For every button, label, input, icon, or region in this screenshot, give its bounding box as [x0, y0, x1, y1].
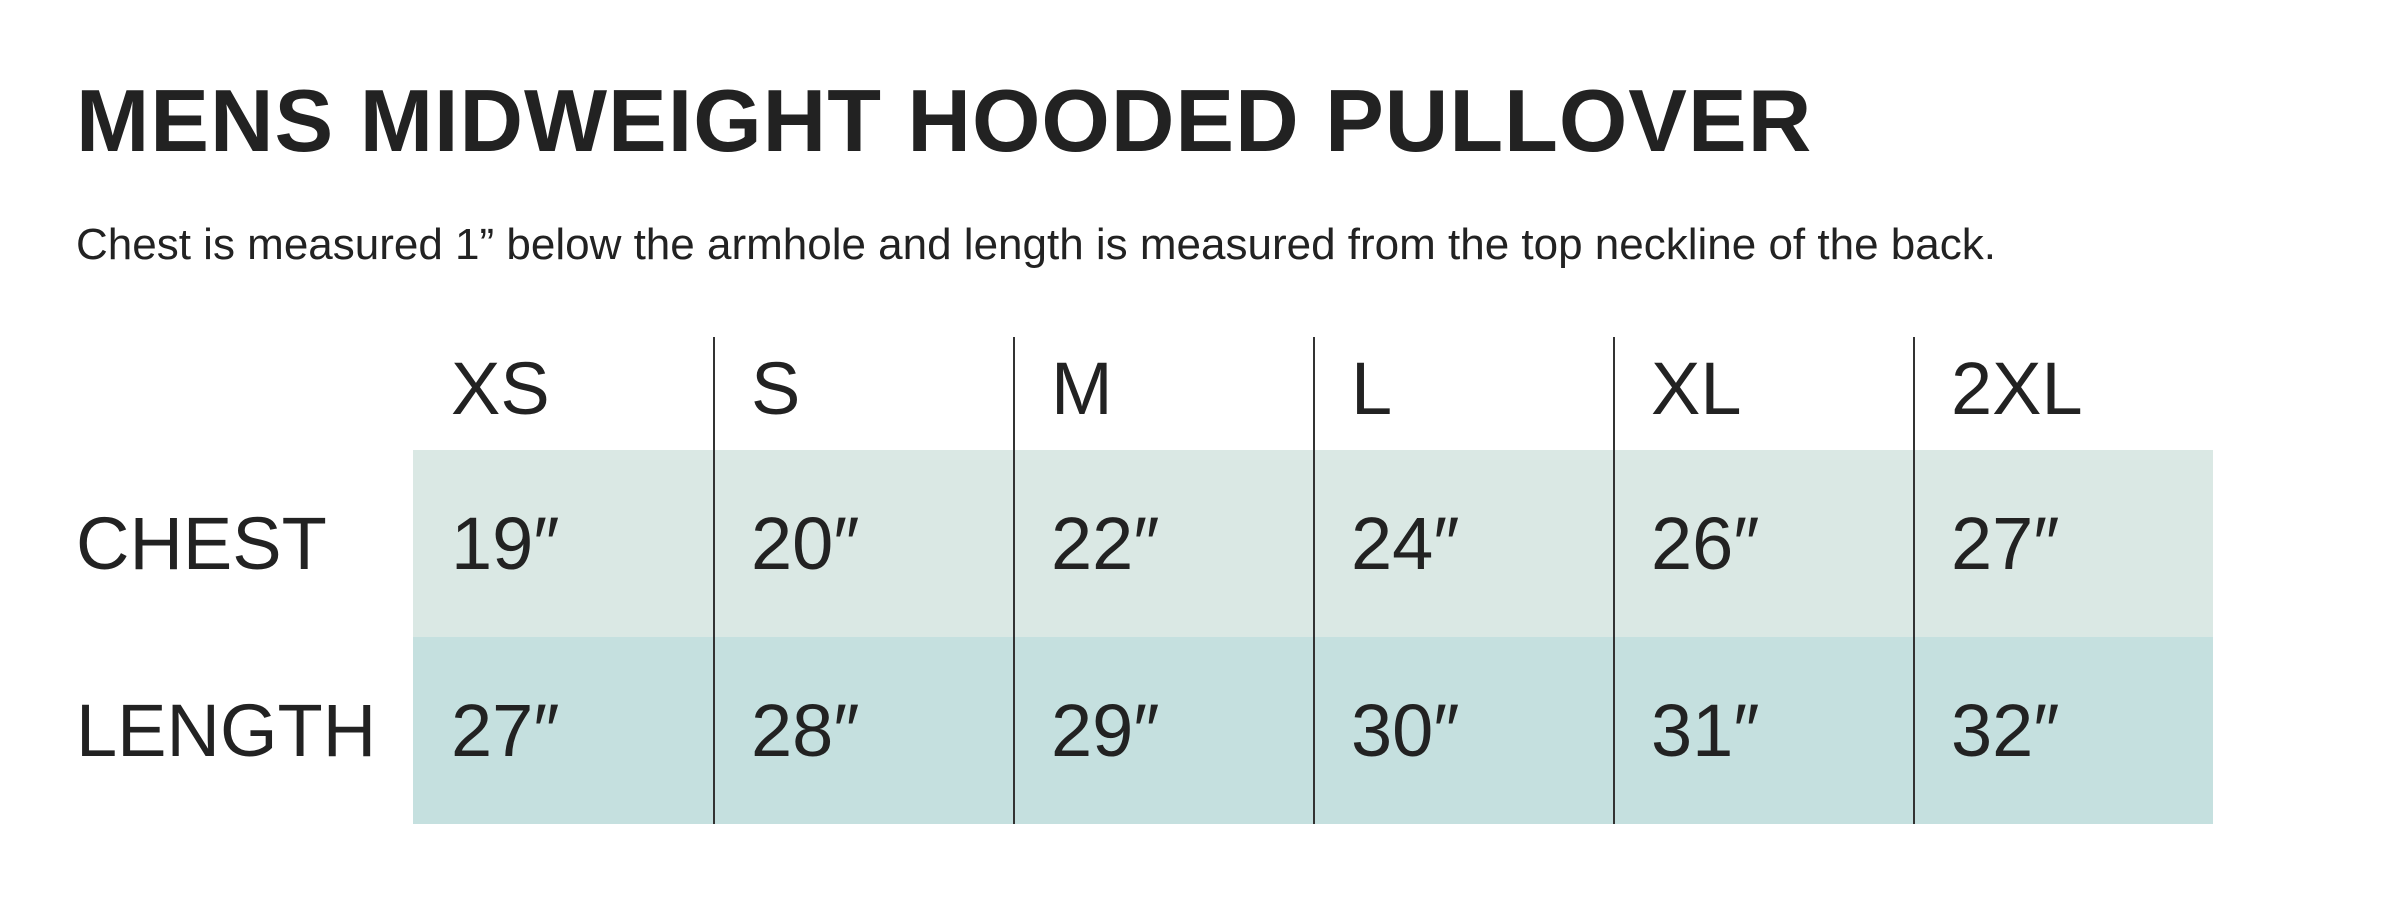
cell-chest-xl: 26″ [1651, 502, 1760, 585]
cell-chest-m: 22″ [1051, 502, 1160, 585]
column-divider [1013, 337, 1015, 824]
size-header-xl: XL [1651, 347, 1742, 430]
column-divider [1313, 337, 1315, 824]
cell-chest-l: 24″ [1351, 502, 1460, 585]
row-label-chest: CHEST [76, 502, 327, 585]
cell-length-m: 29″ [1051, 689, 1160, 772]
size-header-s: S [751, 347, 801, 430]
size-header-xs: XS [451, 347, 550, 430]
size-header-2xl: 2XL [1951, 347, 2083, 430]
column-divider [713, 337, 715, 824]
cell-length-l: 30″ [1351, 689, 1460, 772]
column-divider [1913, 337, 1915, 824]
cell-length-xl: 31″ [1651, 689, 1760, 772]
cell-length-xs: 27″ [451, 689, 560, 772]
cell-chest-xs: 19″ [451, 502, 560, 585]
cell-chest-s: 20″ [751, 502, 860, 585]
size-header-m: M [1051, 347, 1113, 430]
cell-length-s: 28″ [751, 689, 860, 772]
size-header-l: L [1351, 347, 1393, 430]
cell-chest-2xl: 27″ [1951, 502, 2060, 585]
page-title: MENS MIDWEIGHT HOODED PULLOVER [76, 71, 1813, 170]
cell-length-2xl: 32″ [1951, 689, 2060, 772]
row-label-length: LENGTH [76, 689, 377, 772]
column-divider [1613, 337, 1615, 824]
measurement-note: Chest is measured 1” below the armhole a… [76, 220, 1996, 269]
